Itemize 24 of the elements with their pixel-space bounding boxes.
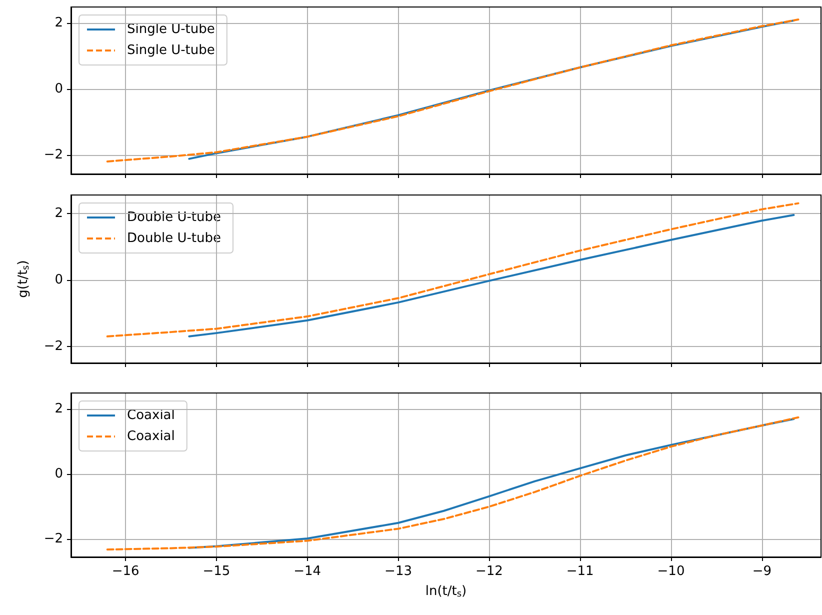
y-tick-label: −2 xyxy=(44,532,63,547)
legend-label: Double U-tube xyxy=(127,231,221,246)
y-axis-title: g(t/ts) xyxy=(16,260,32,298)
y-tick-label: −2 xyxy=(44,338,63,354)
legend-label: Coaxial xyxy=(127,429,175,444)
y-tick-label: 2 xyxy=(54,15,63,30)
y-tick-label: 2 xyxy=(54,206,63,221)
x-tick-label: −13 xyxy=(384,564,412,579)
x-tick-label: −12 xyxy=(475,564,503,579)
y-tick-label: −2 xyxy=(44,147,63,162)
y-tick-label: 0 xyxy=(54,466,63,482)
line-series xyxy=(106,202,800,338)
x-tick-label: −16 xyxy=(112,564,140,579)
legend-label: Coaxial xyxy=(127,408,175,423)
x-tick-label: −10 xyxy=(657,564,685,579)
y-tick-label: 2 xyxy=(54,402,63,417)
legend-label: Single U-tube xyxy=(127,22,215,37)
x-tick-label: −14 xyxy=(294,564,322,579)
x-tick-label: −11 xyxy=(566,564,594,579)
x-tick-label: −15 xyxy=(202,564,230,579)
y-tick-label: 0 xyxy=(54,81,63,96)
legend-label: Single U-tube xyxy=(127,43,215,58)
y-tick-label: 0 xyxy=(54,272,63,288)
x-tick-label: −9 xyxy=(752,564,772,579)
